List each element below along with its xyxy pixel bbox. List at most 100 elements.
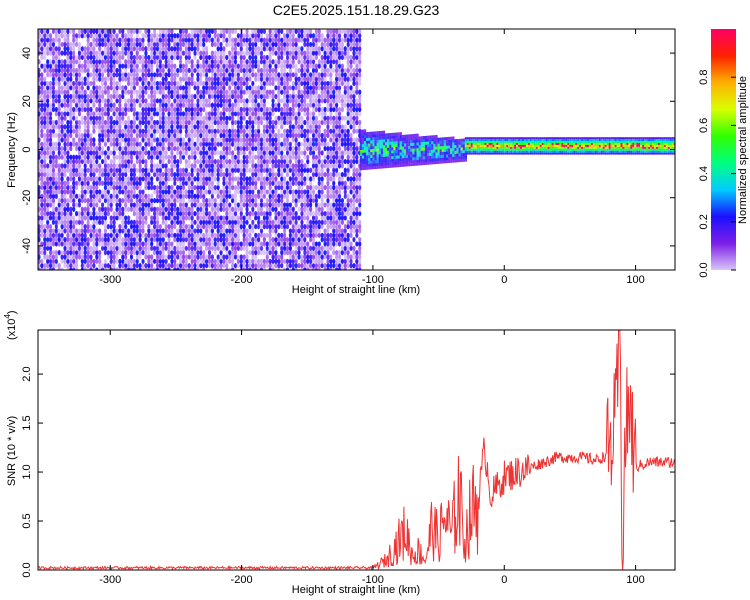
- heatmap-cell: [38, 197, 41, 204]
- heatmap-cell: [60, 206, 64, 212]
- heatmap-cell: [112, 111, 116, 117]
- heatmap-cell: [46, 163, 50, 169]
- heatmap-cell: [40, 184, 44, 191]
- heatmap-cell: [317, 72, 321, 78]
- heatmap-cell: [54, 145, 58, 152]
- heatmap-cell: [57, 197, 61, 204]
- heatmap-cell: [103, 132, 108, 139]
- heatmap-cell: [38, 41, 41, 48]
- heatmap-cell: [115, 46, 119, 52]
- heatmap-cell: [89, 29, 93, 35]
- heatmap-cell: [92, 215, 96, 221]
- heatmap-cell: [38, 232, 41, 238]
- heatmap-cell: [92, 33, 96, 39]
- heatmap-cell: [69, 141, 73, 147]
- heatmap-cell: [228, 202, 232, 208]
- heatmap-cell: [74, 41, 79, 48]
- heatmap-cell: [51, 171, 56, 178]
- heatmap-cell: [242, 254, 246, 260]
- heatmap-cell: [63, 154, 67, 160]
- heatmap-cell: [124, 85, 128, 91]
- heatmap-cell: [48, 67, 53, 74]
- heatmap-cell: [77, 197, 82, 204]
- heatmap-cell: [80, 254, 84, 260]
- heatmap-cell: [109, 54, 113, 61]
- heatmap-cell: [332, 258, 336, 264]
- heatmap-cell: [193, 176, 197, 182]
- heatmap-cell: [57, 85, 61, 91]
- heatmap-cell: [74, 80, 79, 87]
- heatmap-cell: [147, 193, 151, 199]
- heatmap-cell: [51, 189, 56, 195]
- heatmap-cell: [92, 80, 96, 87]
- heatmap-cell: [103, 141, 108, 147]
- heatmap-cell: [38, 115, 41, 121]
- heatmap-cell: [72, 115, 76, 121]
- heatmap-cell: [77, 76, 82, 82]
- heatmap-cell: [92, 267, 96, 270]
- heatmap-cell: [297, 76, 301, 82]
- heatmap-cell: [66, 76, 70, 82]
- heatmap-cell: [100, 85, 105, 91]
- heatmap-cell: [74, 59, 79, 65]
- heatmap-cell: [83, 206, 87, 212]
- heatmap-cell: [118, 145, 122, 152]
- heatmap-cell: [297, 224, 301, 230]
- heatmap-cell: [280, 37, 284, 43]
- heatmap-cell: [95, 72, 99, 78]
- heatmap-cell: [306, 154, 310, 160]
- heatmap-cell: [92, 54, 96, 61]
- heatmap-cell: [126, 237, 131, 243]
- heatmap-cell: [83, 250, 87, 256]
- heatmap-cell: [48, 89, 53, 95]
- heatmap-cell: [314, 63, 318, 69]
- heatmap-cell: [89, 258, 93, 264]
- heatmap-cell: [83, 228, 87, 234]
- heatmap-cell: [294, 63, 298, 69]
- heatmap-cell: [83, 232, 87, 238]
- heatmap-cell: [60, 250, 64, 256]
- heatmap-cell: [57, 167, 61, 173]
- heatmap-cell: [54, 254, 58, 260]
- heatmap-cell: [66, 189, 70, 195]
- heatmap-cell: [60, 184, 64, 191]
- heatmap-cell: [72, 206, 76, 212]
- heatmap-cell: [109, 72, 113, 78]
- heatmap-cell: [86, 202, 90, 208]
- heatmap-cell: [92, 150, 96, 156]
- heatmap-cell: [83, 119, 87, 126]
- heatmap-cell: [118, 37, 122, 43]
- heatmap-cell: [92, 128, 96, 134]
- heatmap-cell: [202, 29, 206, 35]
- heatmap-cell: [57, 50, 61, 56]
- heatmap-cell: [48, 163, 53, 169]
- heatmap-cell: [118, 137, 122, 143]
- heatmap-cell: [40, 41, 44, 48]
- heatmap-cell: [103, 211, 108, 217]
- heatmap-cell: [98, 29, 102, 35]
- heatmap-cell: [69, 176, 73, 182]
- heatmap-cell: [115, 267, 119, 270]
- heatmap-cell: [43, 254, 47, 260]
- heatmap-cell: [60, 267, 64, 270]
- heatmap-cell: [69, 106, 73, 113]
- heatmap-cell: [46, 189, 50, 195]
- heatmap-cell: [86, 29, 90, 35]
- heatmap-cell: [43, 111, 47, 117]
- heatmap-cell: [118, 184, 122, 191]
- heatmap-cell: [57, 115, 61, 121]
- heatmap-cell: [242, 50, 246, 56]
- heatmap-cell: [329, 171, 333, 178]
- heatmap-cell: [77, 59, 82, 65]
- heatmap-cell: [118, 163, 122, 169]
- heatmap-cell: [43, 33, 47, 39]
- heatmap-cell: [121, 241, 125, 247]
- heatmap-cell: [115, 141, 119, 147]
- heatmap-cell: [63, 63, 67, 69]
- heatmap-cell: [167, 263, 171, 269]
- heatmap-cell: [213, 184, 217, 191]
- heatmap-cell: [63, 219, 67, 225]
- heatmap-cell: [176, 33, 180, 39]
- heatmap-cell: [46, 211, 50, 217]
- heatmap-cell: [95, 237, 99, 243]
